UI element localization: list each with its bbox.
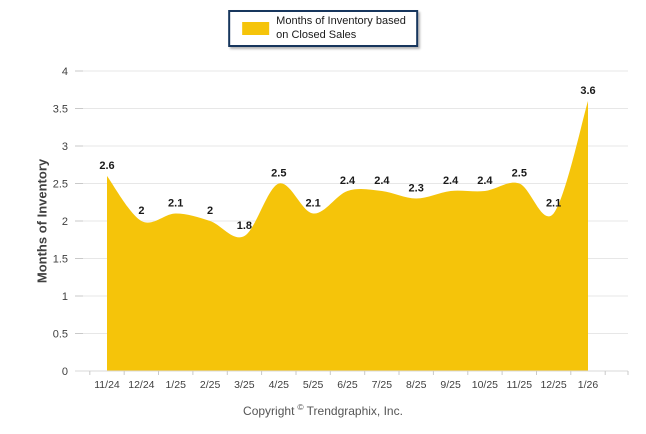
- x-tick-label: 3/25: [234, 379, 255, 391]
- x-tick-label: 10/25: [472, 379, 498, 391]
- data-point-label: 2.1: [305, 198, 320, 210]
- y-tick-label: 1.5: [53, 254, 68, 266]
- x-tick-label: 12/24: [128, 379, 154, 391]
- x-tick-label: 9/25: [440, 379, 461, 391]
- y-tick-label: 3.5: [53, 104, 68, 116]
- legend-swatch-icon: [242, 22, 270, 35]
- y-tick-label: 3: [62, 141, 68, 153]
- data-point-label: 2.1: [168, 198, 183, 210]
- y-tick-label: 0.5: [53, 329, 68, 341]
- x-tick-label: 8/25: [406, 379, 427, 391]
- x-tick-label: 2/25: [200, 379, 221, 391]
- data-point-label: 2.4: [477, 175, 493, 187]
- data-point-label: 2.1: [546, 198, 561, 210]
- x-tick-label: 7/25: [372, 379, 393, 391]
- data-point-label: 2.5: [512, 168, 527, 180]
- x-tick-label: 1/25: [165, 379, 186, 391]
- data-point-label: 2.5: [271, 168, 286, 180]
- data-point-label: 3.6: [580, 85, 595, 97]
- x-tick-label: 12/25: [540, 379, 566, 391]
- legend-label-line1: Months of Inventory based: [276, 15, 406, 27]
- inventory-area-series: [107, 101, 588, 371]
- data-point-label: 2: [207, 205, 213, 217]
- y-tick-label: 2.5: [53, 179, 68, 191]
- data-point-label: 2.4: [374, 175, 390, 187]
- legend-label-line2: on Closed Sales: [276, 28, 357, 41]
- y-tick-label: 2: [62, 216, 68, 228]
- y-tick-label: 4: [62, 66, 68, 78]
- copyright-suffix: Trendgraphix, Inc.: [306, 404, 403, 418]
- data-point-label: 2.4: [443, 175, 459, 187]
- x-tick-label: 6/25: [337, 379, 358, 391]
- y-tick-label: 1: [62, 291, 68, 303]
- y-tick-label: 0: [62, 366, 68, 378]
- data-point-label: 2: [138, 205, 144, 217]
- copyright-prefix: Copyright: [243, 404, 295, 418]
- data-point-label: 2.3: [409, 183, 424, 195]
- x-tick-label: 11/24: [94, 379, 120, 391]
- copyright: Copyright © Trendgraphix, Inc.: [0, 402, 646, 418]
- copyright-symbol-icon: ©: [297, 402, 304, 412]
- legend-label: Months of Inventory based on Closed Sale…: [276, 15, 406, 42]
- legend: Months of Inventory based on Closed Sale…: [228, 10, 418, 47]
- x-tick-label: 5/25: [303, 379, 324, 391]
- data-point-label: 2.4: [340, 175, 356, 187]
- data-point-label: 1.8: [237, 220, 252, 232]
- x-tick-label: 1/26: [578, 379, 599, 391]
- data-point-label: 2.6: [99, 160, 114, 172]
- x-tick-label: 11/25: [507, 379, 533, 391]
- x-tick-label: 4/25: [269, 379, 290, 391]
